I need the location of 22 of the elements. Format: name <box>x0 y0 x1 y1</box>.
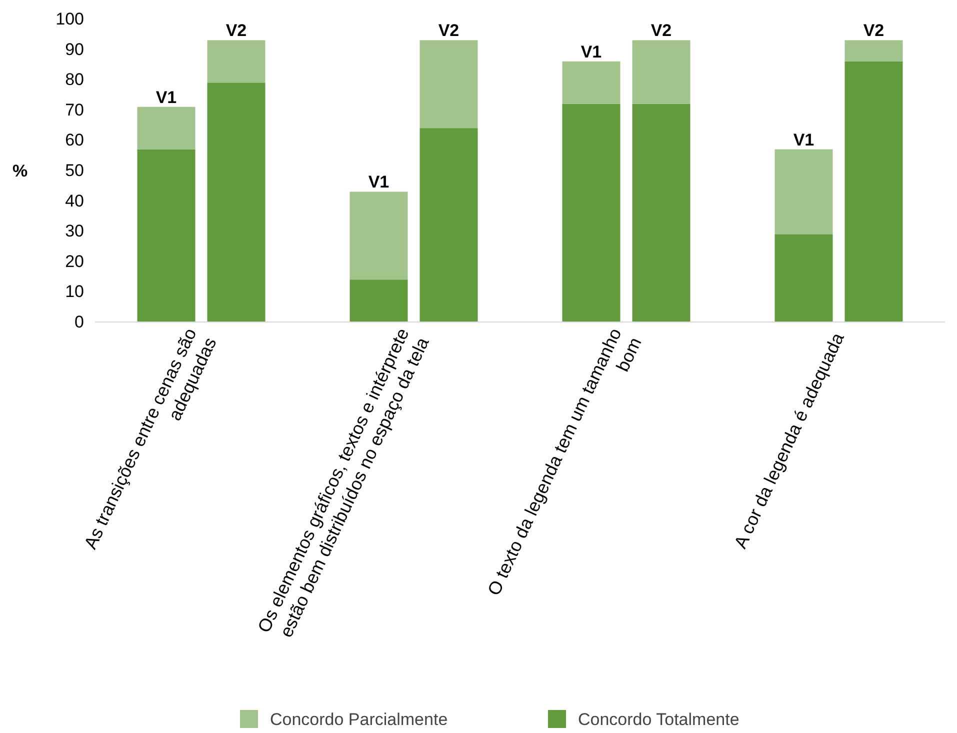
y-tick-label: 60 <box>65 130 84 150</box>
x-tick-label: V2 <box>226 21 247 40</box>
x-tick-label: V1 <box>580 42 602 62</box>
y-tick-label: 80 <box>65 70 84 90</box>
x-tick-label: V2 <box>438 21 460 40</box>
legend-label: Concordo Parcialmente <box>270 710 448 729</box>
y-axis-title: % <box>12 162 28 180</box>
y-tick-label: 40 <box>65 191 84 210</box>
x-tick-label: V1 <box>156 88 177 107</box>
x-tick-label: V1 <box>368 172 390 192</box>
y-tick-label: 50 <box>65 160 84 180</box>
x-tick-label: V1 <box>793 130 814 150</box>
y-tick-label: 70 <box>65 100 84 120</box>
y-tick-label: 100 <box>56 9 84 28</box>
x-tick-label: V2 <box>650 21 672 40</box>
x-tick-label: V2 <box>863 21 884 40</box>
y-tick-label: 10 <box>65 282 84 302</box>
legend-label: Concordo Totalmente <box>578 710 740 729</box>
y-tick-label: 30 <box>65 222 84 241</box>
y-tick-label: 90 <box>65 40 84 59</box>
y-tick-label: 20 <box>65 252 84 271</box>
y-tick-label: 0 <box>74 312 84 332</box>
